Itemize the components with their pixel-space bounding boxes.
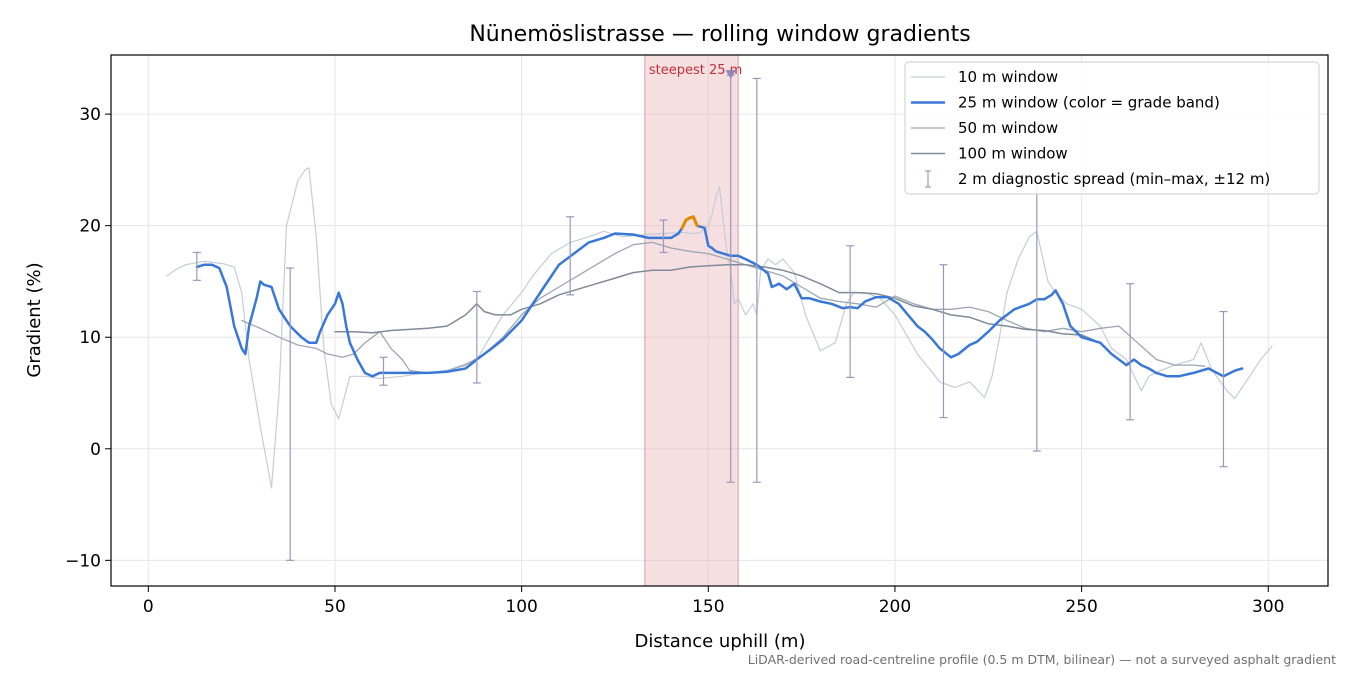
legend-entry: 50 m window xyxy=(911,119,1058,137)
x-tick-label: 50 xyxy=(324,597,346,617)
error-bar xyxy=(286,267,295,561)
plot-frame xyxy=(110,54,1329,587)
y-axis-label: Gradient (%) xyxy=(24,262,45,377)
series-line-10-m-window xyxy=(166,167,1273,489)
legend-label: 10 m window xyxy=(958,68,1058,86)
legend-label: 2 m diagnostic spread (min–max, ±12 m) xyxy=(958,170,1270,188)
y-tick-label: 10 xyxy=(79,328,101,348)
y-tick-label: 0 xyxy=(90,440,101,460)
legend-entry: 100 m window xyxy=(911,145,1068,163)
error-bar xyxy=(939,264,948,419)
error-bar xyxy=(1219,310,1228,468)
error-bars xyxy=(192,70,1228,561)
legend-label: 50 m window xyxy=(958,119,1058,137)
error-bar xyxy=(379,356,388,386)
error-bar xyxy=(192,251,201,281)
legend-box xyxy=(904,61,1320,195)
footnote: LiDAR-derived road-centreline profile (0… xyxy=(748,652,1336,667)
legend-entry: 2 m diagnostic spread (min–max, ±12 m) xyxy=(925,170,1270,188)
x-tick-label: 250 xyxy=(1065,597,1097,617)
legend-label: 100 m window xyxy=(958,145,1068,163)
y-tick-label: −10 xyxy=(65,551,101,571)
steepest-marker xyxy=(725,70,736,80)
error-bar xyxy=(659,219,668,254)
series-line-50-m-window xyxy=(241,241,1206,374)
legend-entry: 10 m window xyxy=(911,68,1058,86)
error-bar xyxy=(1126,283,1135,421)
axis-ticks: 0 50 100 150 200 250 300 −10 0 10 20 30 xyxy=(65,105,1284,617)
x-tick-label: 300 xyxy=(1252,597,1284,617)
series-line-25-m-window-color-grade-band- xyxy=(195,215,1244,378)
series-lines xyxy=(166,167,1273,489)
x-tick-label: 150 xyxy=(692,597,724,617)
steepest-window-label: steepest 25 m xyxy=(649,63,742,78)
y-tick-label: 30 xyxy=(79,105,101,125)
error-bar xyxy=(1032,180,1041,452)
x-axis-label: Distance uphill (m) xyxy=(635,631,806,652)
legend-label: 25 m window (color = grade band) xyxy=(958,94,1220,112)
y-tick-label: 20 xyxy=(79,217,101,237)
chart-title: Nünemöslistrasse — rolling window gradie… xyxy=(469,22,970,47)
x-tick-label: 0 xyxy=(143,597,154,617)
error-bar xyxy=(752,77,761,483)
legend-entry: 25 m window (color = grade band) xyxy=(911,94,1220,112)
x-tick-label: 200 xyxy=(879,597,911,617)
series-line-100-m-window xyxy=(334,263,1102,344)
error-bar xyxy=(472,290,481,384)
steepest-window-band xyxy=(644,54,739,587)
steepest-window-highlight: steepest 25 m xyxy=(644,54,742,587)
x-tick-label: 100 xyxy=(505,597,537,617)
legend: 10 m window 25 m window (color = grade ba… xyxy=(904,61,1320,195)
error-bar xyxy=(846,245,855,378)
error-bar xyxy=(566,216,575,296)
grade-band-steep-segment xyxy=(680,214,699,230)
